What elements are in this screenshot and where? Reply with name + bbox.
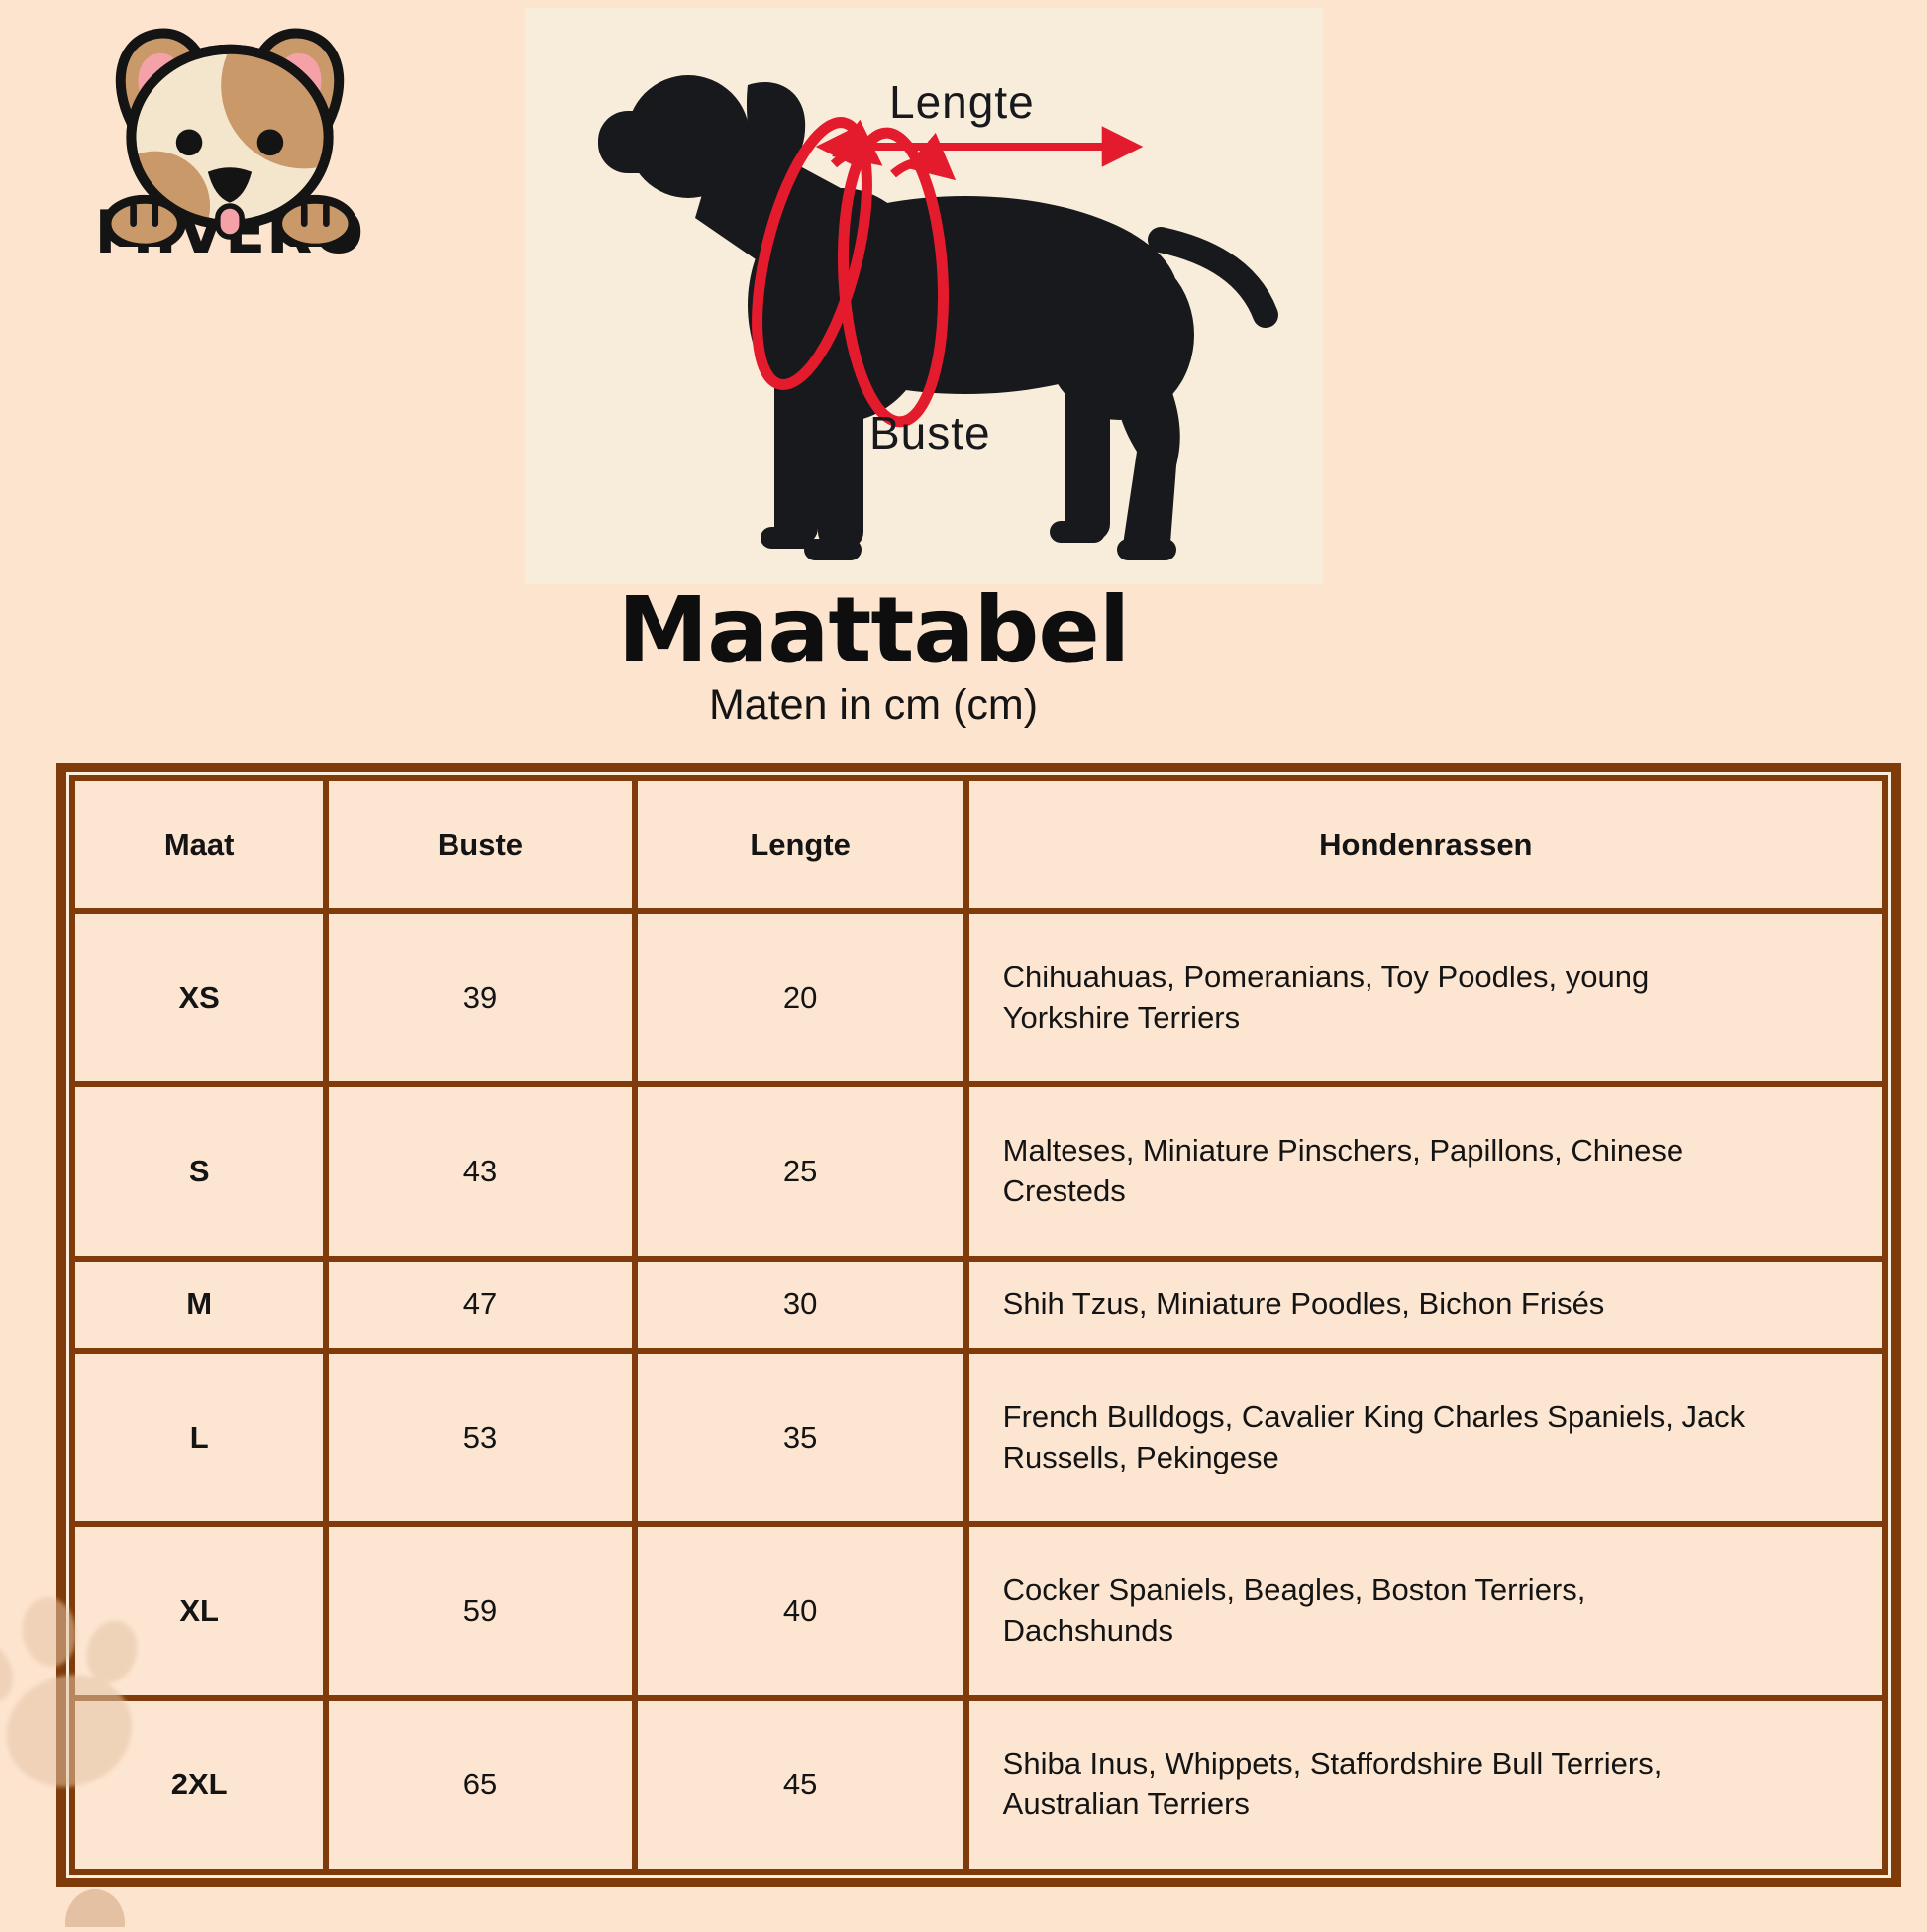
page-subtitle: Maten in cm (cm) xyxy=(708,681,1039,730)
table-row: XL 59 40 Cocker Spaniels, Beagles, Boston T… xyxy=(68,1521,1889,1701)
cell-maat: M xyxy=(68,1255,330,1355)
table-row: L 53 35 French Bulldogs, Cavalier King Char… xyxy=(68,1348,1889,1528)
left-eye xyxy=(175,129,203,156)
column-header: Buste xyxy=(323,775,638,914)
measurement-diagram: Lengte Buste xyxy=(525,8,1323,584)
cell-maat: 2XL xyxy=(68,1694,330,1876)
brand-logo: MIVERO xyxy=(65,22,394,281)
header-block: Maattabel Maten in cm (cm) xyxy=(0,580,1747,732)
cell-buste: 65 xyxy=(323,1694,638,1876)
cell-buste: 59 xyxy=(323,1521,638,1701)
cell-buste: 43 xyxy=(323,1081,638,1262)
cell-maat: L xyxy=(68,1348,330,1528)
table-row: M 47 30 Shih Tzus, Miniature Poodles, Bicho… xyxy=(68,1255,1889,1355)
nose xyxy=(207,167,253,203)
cell-buste: 47 xyxy=(323,1255,638,1355)
header-row: Maat Buste Lengte Hondenrassen xyxy=(68,775,1889,914)
cell-maat: S xyxy=(68,1081,330,1262)
table-row: S 43 25 Malteses, Miniature Pinschers, Papi… xyxy=(68,1081,1889,1262)
front-paws xyxy=(102,194,357,247)
size-table: Maat Buste Lengte Hondenrassen XS 39 20 Chihua… xyxy=(68,775,1889,1876)
table-row: 2XL 65 45 Shiba Inus, Whippets, Staffordshi… xyxy=(68,1694,1889,1876)
cell-rassen: French Bulldogs, Cavalier King Charles S… xyxy=(963,1348,1889,1528)
page-title: Maattabel xyxy=(617,577,1131,683)
cell-lengte: 25 xyxy=(631,1081,969,1262)
chest-label: Buste xyxy=(869,407,991,458)
cell-maat: XL xyxy=(68,1521,330,1701)
cell-rassen: Cocker Spaniels, Beagles, Boston Terrier… xyxy=(963,1521,1889,1701)
tongue xyxy=(215,203,245,240)
dog-silhouette-icon xyxy=(598,75,1278,560)
cell-lengte: 30 xyxy=(631,1255,969,1355)
right-eye xyxy=(256,129,284,156)
cell-rassen: Chihuahuas, Pomeranians, Toy Poodles, yo… xyxy=(963,907,1889,1088)
table-row: XS 39 20 Chihuahuas, Pomeranians, Toy Poodl… xyxy=(68,907,1889,1088)
cell-lengte: 40 xyxy=(631,1521,969,1701)
cell-buste: 39 xyxy=(323,907,638,1088)
cell-lengte: 45 xyxy=(631,1694,969,1876)
puppy-logo-icon xyxy=(102,28,357,247)
cell-rassen: Malteses, Miniature Pinschers, Papillons… xyxy=(963,1081,1889,1262)
column-header: Maat xyxy=(68,775,330,914)
cell-lengte: 35 xyxy=(631,1348,969,1528)
cell-buste: 53 xyxy=(323,1348,638,1528)
cell-lengte: 20 xyxy=(631,907,969,1088)
length-label: Lengte xyxy=(889,76,1035,128)
cell-maat: XS xyxy=(68,907,330,1088)
column-header: Hondenrassen xyxy=(963,775,1889,914)
size-table-container: Maat Buste Lengte Hondenrassen XS 39 20 Chihua… xyxy=(56,763,1901,1887)
column-header: Lengte xyxy=(631,775,969,914)
cell-rassen: Shih Tzus, Miniature Poodles, Bichon Fri… xyxy=(963,1255,1889,1355)
cell-rassen: Shiba Inus, Whippets, Staffordshire Bull… xyxy=(963,1694,1889,1876)
size-table-body: XS 39 20 Chihuahuas, Pomeranians, Toy Poodl… xyxy=(68,907,1889,1876)
